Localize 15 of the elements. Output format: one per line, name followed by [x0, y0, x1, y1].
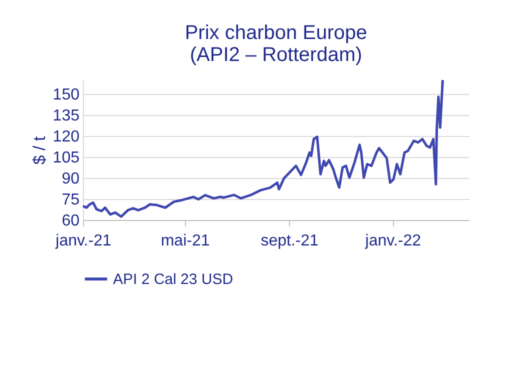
- y-axis-title: $ / t: [30, 136, 49, 165]
- y-tick-label: 60: [62, 212, 80, 230]
- x-tick-label: sept.-21: [260, 232, 319, 250]
- x-tick-label: janv.-22: [364, 232, 422, 250]
- y-tick-label: 105: [52, 150, 80, 166]
- y-tick-label: 75: [62, 192, 80, 208]
- x-tick-label: mai-21: [160, 232, 210, 250]
- y-tick-label: 135: [52, 108, 80, 124]
- line-series: [82, 78, 444, 218]
- chart-title: Prix charbon Europe (API2 – Rotterdam): [184, 22, 368, 66]
- x-tick-label: janv.-21: [54, 232, 112, 250]
- y-tick-label: 150: [52, 86, 80, 104]
- legend-label: API 2 Cal 23 USD: [113, 271, 234, 288]
- y-tick-label: 120: [52, 128, 80, 146]
- y-tick-label: 90: [62, 170, 80, 188]
